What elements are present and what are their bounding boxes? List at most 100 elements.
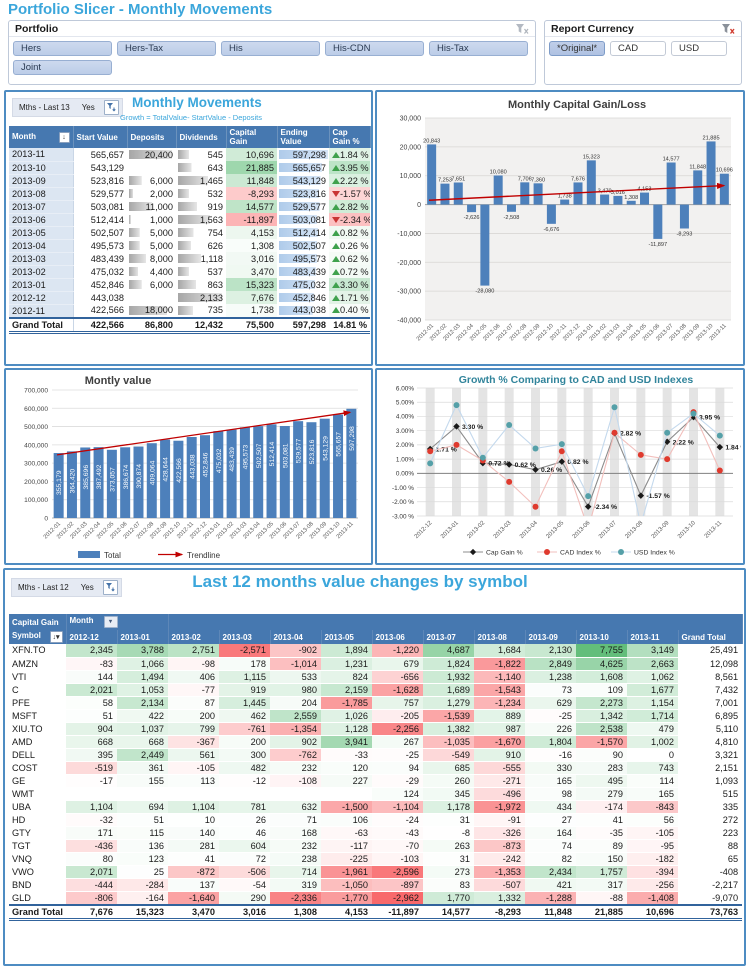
heatmap-cell[interactable]: 919 [219,683,270,697]
currency-button-cad[interactable]: CAD [610,41,666,56]
heatmap-cell[interactable]: 82 [525,852,576,866]
heatmap-cell[interactable]: 26 [219,813,270,827]
month-column-header[interactable]: 2013-06 [372,630,424,644]
heatmap-cell[interactable]: 226 [525,722,576,736]
heatmap-cell[interactable]: 1,053 [117,683,168,697]
start-value-cell[interactable]: 543,129 [90,162,124,173]
symbol-cell[interactable]: VTI [9,670,66,684]
heatmap-cell[interactable]: -54 [219,878,270,892]
heatmap-cell[interactable]: -174 [576,800,627,814]
heatmap-cell[interactable]: 2,273 [576,696,627,710]
month-column-header[interactable]: 2013-01 [117,630,169,644]
month-cell[interactable]: 2013-11 [9,148,74,162]
heatmap-cell[interactable]: 1,894 [321,644,372,658]
heatmap-cell[interactable]: -1,104 [372,800,423,814]
heatmap-cell[interactable]: 1,608 [576,670,627,684]
cap-gain-pct-cell[interactable]: 3.30 % [329,278,370,291]
symbol-cell[interactable]: AMZN [9,657,66,671]
start-value-cell[interactable]: 523,816 [90,175,124,186]
heatmap-cell[interactable]: 260 [423,774,474,788]
month-column-header[interactable]: 2013-04 [270,630,322,644]
heatmap-cell[interactable]: 90 [576,748,627,762]
heatmap-cell[interactable]: -2,962 [372,891,423,905]
heatmap-cell[interactable]: 168 [270,826,321,840]
heatmap-cell[interactable]: 2,134 [117,696,168,710]
symbol-cell[interactable]: AMD [9,735,66,749]
heatmap-cell[interactable]: 561 [168,748,219,762]
heatmap-cell[interactable]: 113 [168,774,219,788]
heatmap-cell[interactable]: 902 [270,735,321,749]
row-total-cell[interactable]: -408 [678,865,743,879]
month-cell[interactable]: 2012-11 [9,304,74,318]
row-total-cell[interactable]: 25,491 [678,644,743,658]
heatmap-cell[interactable]: -83 [66,657,117,671]
cap-gain-pct-cell[interactable]: 0.72 % [329,265,370,278]
heatmap-cell[interactable]: 434 [525,800,576,814]
heatmap-cell[interactable]: 204 [270,696,321,710]
mm-column-header[interactable]: Start Value [73,126,128,148]
heatmap-cell[interactable]: 1,382 [423,722,474,736]
heatmap-cell[interactable]: 1,445 [219,696,270,710]
portfolio-button-hers[interactable]: Hers [13,41,112,56]
heatmap-cell[interactable]: 889 [474,709,525,723]
row-total-cell[interactable]: 6,895 [678,709,743,723]
heatmap-cell[interactable]: -2,571 [219,644,270,658]
autofilter-icon[interactable] [103,100,119,115]
row-total-cell[interactable]: 12,098 [678,657,743,671]
heatmap-cell[interactable]: -507 [474,878,525,892]
heatmap-cell[interactable]: 31 [423,813,474,827]
heatmap-cell[interactable]: -98 [168,657,219,671]
heatmap-cell[interactable]: 232 [270,839,321,853]
heatmap-cell[interactable]: 345 [423,787,474,801]
heatmap-cell[interactable]: 462 [219,709,270,723]
deposits-cell[interactable]: 20,400 [127,148,176,161]
start-value-cell[interactable]: 529,577 [90,188,124,199]
heatmap-cell[interactable]: 4,687 [423,644,474,658]
heatmap-cell[interactable]: 3,149 [627,644,678,658]
heatmap-cell[interactable]: 1,689 [423,683,474,697]
heatmap-cell[interactable]: 1,231 [321,657,372,671]
deposits-cell[interactable]: 11,000 [127,200,176,213]
capital-gain-cell[interactable]: 10,696 [226,148,277,161]
heatmap-cell[interactable]: 632 [270,800,321,814]
heatmap-cell[interactable]: -506 [219,865,270,879]
heatmap-cell[interactable]: 685 [423,761,474,775]
start-value-cell[interactable]: 495,573 [90,240,124,251]
month-dropdown-icon[interactable]: ▾ [103,616,118,628]
month-column-header[interactable]: 2012-12 [66,630,118,644]
dividends-cell[interactable]: 1,118 [176,252,226,265]
portfolio-button-his-tax[interactable]: His-Tax [429,41,528,56]
dividends-cell[interactable]: 754 [176,226,226,239]
row-total-cell[interactable]: 515 [678,787,743,801]
dividends-cell[interactable]: 919 [176,200,226,213]
heatmap-cell[interactable]: -872 [168,865,219,879]
heatmap-cell[interactable]: -17 [66,774,117,788]
sort-descending-icon[interactable]: ↓ [58,131,70,143]
start-value-cell[interactable]: 503,081 [90,201,124,212]
heatmap-cell[interactable]: 799 [168,722,219,736]
month-cell[interactable]: 2013-04 [9,239,74,253]
heatmap-cell[interactable]: -902 [270,644,321,658]
heatmap-cell[interactable]: -117 [321,839,372,853]
symbol-cell[interactable]: GLD [9,891,66,905]
heatmap-cell[interactable]: 1,104 [66,800,117,814]
capital-gain-cell[interactable]: 3,016 [226,252,277,265]
heatmap-cell[interactable]: 279 [576,787,627,801]
heatmap-cell[interactable]: 1,026 [321,709,372,723]
ending-value-cell[interactable]: 452,846 [277,291,329,304]
heatmap-cell[interactable]: 1,714 [627,709,678,723]
mm-column-header[interactable]: Deposits [127,126,177,148]
heatmap-cell[interactable]: 1,770 [423,891,474,905]
heatmap-cell[interactable]: -873 [474,839,525,853]
heatmap-cell[interactable]: -761 [219,722,270,736]
start-value-cell[interactable]: 443,038 [90,292,124,303]
deposits-cell[interactable]: 8,000 [127,252,176,265]
month-cell[interactable]: 2013-06 [9,213,74,227]
heatmap-cell[interactable]: -24 [372,813,423,827]
heatmap-cell[interactable]: -1,785 [321,696,372,710]
capital-gain-cell[interactable]: 15,323 [226,278,277,291]
row-total-cell[interactable]: 8,561 [678,670,743,684]
heatmap-cell[interactable]: -25 [372,748,423,762]
heatmap-cell[interactable]: 1,062 [627,670,678,684]
heatmap-cell[interactable]: 10 [168,813,219,827]
